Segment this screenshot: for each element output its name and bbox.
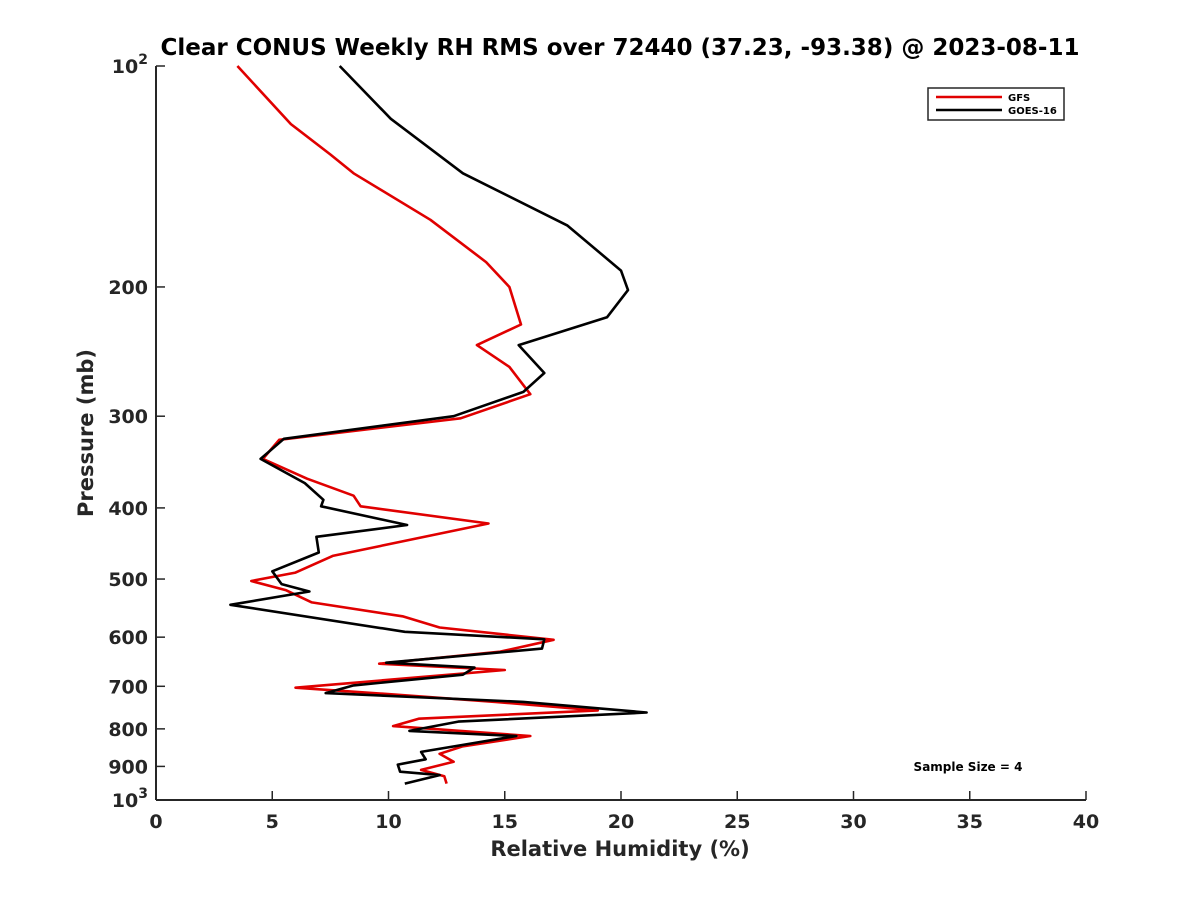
y-tick-label: 102 [112, 52, 148, 78]
chart-title: Clear CONUS Weekly RH RMS over 72440 (37… [161, 35, 1080, 61]
y-tick-label: 800 [108, 719, 148, 741]
y-ticks: 102 200 300 400 500 600 700 800 900 103 [108, 52, 165, 812]
series-line-gfs [236, 65, 600, 784]
x-tick-label: 25 [724, 811, 750, 833]
legend-label-gfs: GFS [1008, 93, 1030, 104]
legend-box [927, 87, 1065, 121]
x-tick-label: 35 [957, 811, 983, 833]
series-line-goes-16 [229, 65, 648, 785]
x-axis-label: Relative Humidity (%) [490, 837, 749, 861]
y-tick-label: 700 [108, 676, 148, 698]
y-tick-label: 300 [108, 406, 148, 428]
y-tick-label: 500 [108, 569, 148, 591]
x-tick-label: 15 [492, 811, 518, 833]
y-tick-label: 103 [112, 786, 148, 812]
x-tick-label: 40 [1073, 811, 1099, 833]
y-tick-label: 900 [108, 756, 148, 778]
y-tick-label: 600 [108, 627, 148, 649]
legend: GFS GOES-16 [927, 87, 1065, 121]
x-tick-label: 30 [840, 811, 866, 833]
legend-label-goes-16: GOES-16 [1008, 106, 1057, 117]
x-tick-label: 0 [149, 811, 162, 833]
x-tick-label: 20 [608, 811, 634, 833]
x-tick-label: 5 [266, 811, 279, 833]
series-layer [229, 65, 648, 785]
y-tick-label: 400 [108, 498, 148, 520]
x-tick-label: 10 [375, 811, 401, 833]
x-ticks: 0 5 10 15 20 25 30 35 40 [149, 791, 1099, 833]
y-axis-label: Pressure (mb) [74, 349, 98, 517]
sample-size-annotation: Sample Size = 4 [914, 760, 1023, 774]
y-tick-label: 200 [108, 277, 148, 299]
